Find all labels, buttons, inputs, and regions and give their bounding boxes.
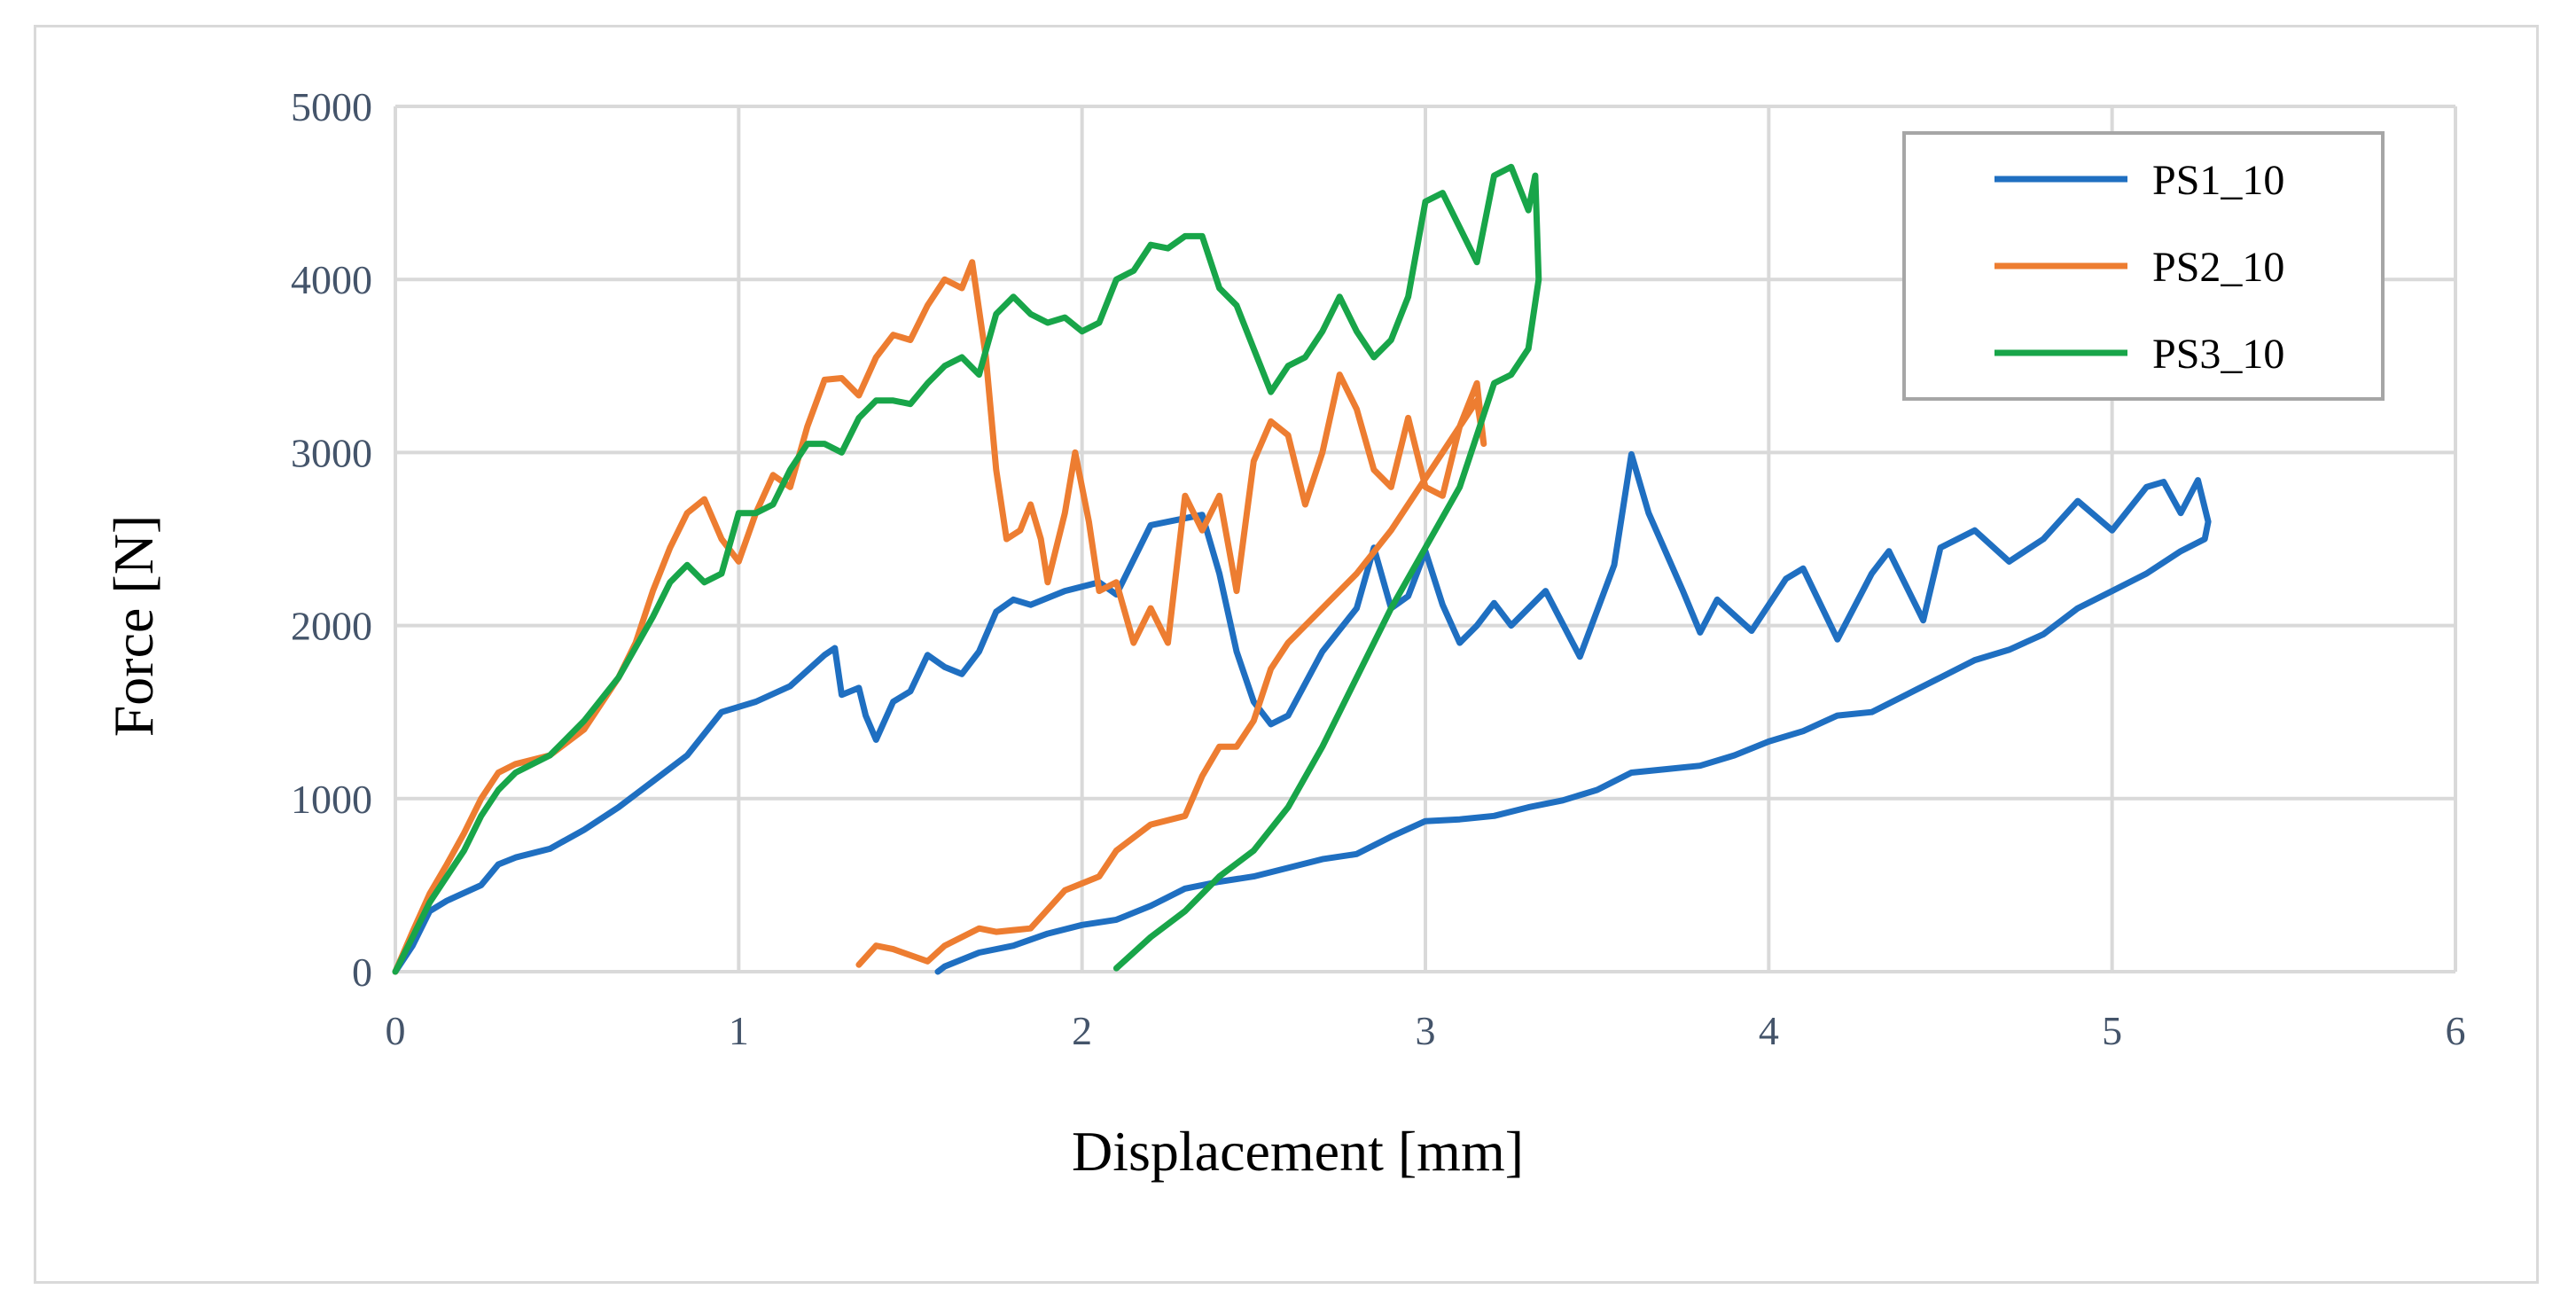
legend-label: PS2_10 [2152,244,2284,291]
x-tick-label: 6 [2446,1008,2466,1053]
series-line-ps3-10 [392,163,1542,975]
y-tick-label: 4000 [291,257,372,302]
legend-box [1902,131,2385,401]
x-axis-title: Displacement [mm] [1072,1120,1524,1183]
y-tick-labels: 0 1000 2000 3000 4000 5000 [291,84,372,995]
series-line-ps2-10 [392,259,1487,975]
y-tick-label: 3000 [291,430,372,475]
y-tick-label: 2000 [291,604,372,649]
legend-label: PS3_10 [2152,331,2284,378]
series-line-ps1-10 [392,450,2212,975]
y-tick-label: 1000 [291,777,372,822]
grid [394,105,2457,973]
legend-label: PS1_10 [2152,157,2284,204]
x-tick-label: 2 [1072,1008,1092,1053]
x-tick-label: 0 [386,1008,406,1053]
x-tick-labels: 0 1 2 3 4 5 6 [386,1008,2466,1053]
y-axis-title: Force [N] [102,515,165,738]
y-tick-label: 5000 [291,84,372,129]
x-tick-label: 1 [729,1008,749,1053]
x-tick-label: 5 [2102,1008,2122,1053]
x-tick-label: 4 [1759,1008,1779,1053]
legend: PS1_10 PS2_10 PS3_10 [1902,131,2385,401]
series-lines [392,163,2212,975]
x-tick-label: 3 [1416,1008,1436,1053]
y-tick-label: 0 [352,950,372,995]
